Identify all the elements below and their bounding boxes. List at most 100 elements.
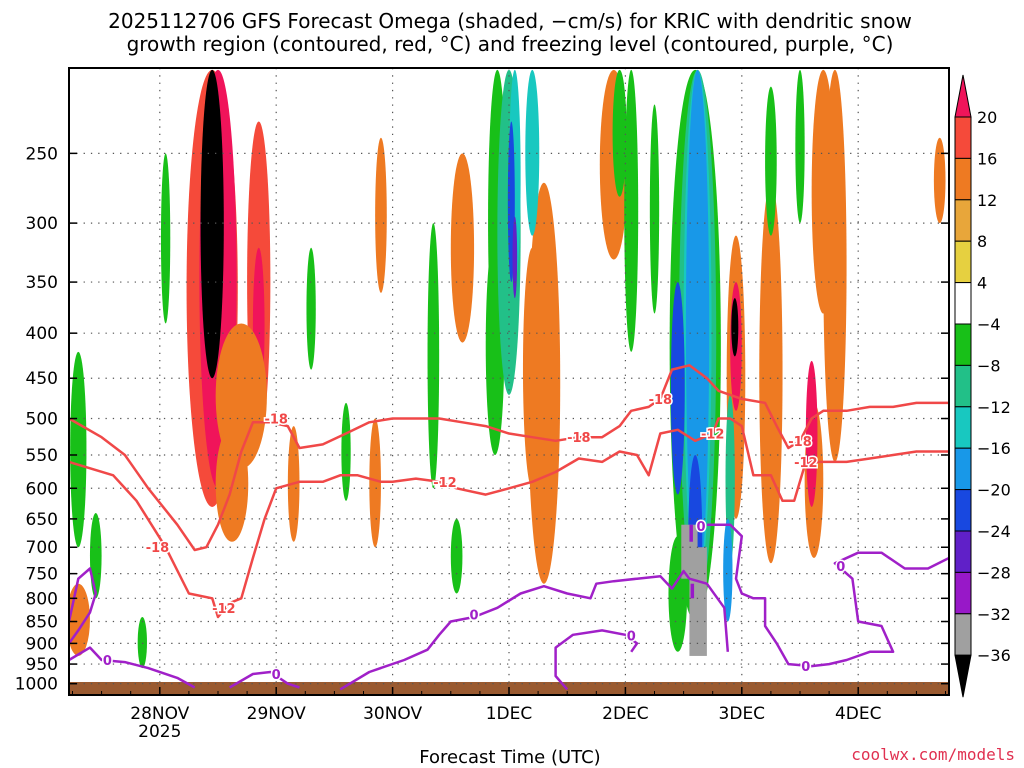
colorbar-label: −28 — [977, 563, 1011, 582]
colorbar-segment — [954, 447, 972, 491]
contour-label: 0 — [836, 560, 845, 575]
y-tick-label: 600 — [26, 479, 58, 499]
y-tick-label: 1000 — [15, 675, 58, 695]
colorbar-bottom-arrow — [954, 654, 972, 698]
omega-shading-24 — [933, 137, 946, 224]
x-tick-label: 30NOV — [363, 704, 422, 724]
omega-shading-28 — [160, 153, 171, 324]
colorbar-label: −24 — [977, 522, 1011, 541]
contour-line — [69, 417, 949, 619]
omega-shading-14 — [731, 298, 739, 357]
y-tick-label: 950 — [26, 655, 58, 675]
contour-line — [69, 567, 98, 645]
colorbar-segment — [954, 323, 972, 366]
omega-shading-19 — [811, 69, 835, 314]
contour-label: 0 — [103, 654, 112, 669]
omega-core-1 — [689, 547, 707, 656]
colorbar-segment — [954, 240, 972, 284]
credit-text: coolwx.com/models — [851, 745, 1015, 764]
contour-label: -18 — [567, 431, 591, 446]
y-tick-label: 300 — [26, 214, 58, 234]
contour-label: -18 — [146, 541, 170, 556]
omega-shading-32 — [450, 518, 463, 594]
omega-shading-47 — [670, 282, 685, 495]
colorbar-segment — [954, 282, 972, 325]
colorbar-label: −4 — [977, 315, 1001, 334]
colorbar-label: −32 — [977, 605, 1011, 624]
y-axis: 2503003504004505005506006507007508008509… — [15, 144, 949, 695]
omega-shading-29 — [306, 247, 316, 370]
colorbar-segment — [954, 406, 972, 449]
contour-line — [554, 629, 639, 691]
contour-line — [228, 670, 300, 689]
contour-label: 0 — [470, 609, 479, 624]
colorbar-segment — [954, 116, 972, 159]
colorbar-segment — [954, 157, 972, 201]
x-tick-label: 4DEC — [835, 704, 882, 724]
y-tick-label: 550 — [26, 446, 58, 466]
colorbar-label: 4 — [977, 274, 987, 293]
contour-label: -12 — [794, 456, 818, 471]
colorbar-label: 16 — [977, 149, 997, 168]
y-tick-label: 800 — [26, 589, 58, 609]
contour-label: 0 — [627, 630, 636, 645]
gridlines — [69, 68, 949, 695]
contour-label: -12 — [701, 428, 725, 443]
y-tick-label: 350 — [26, 273, 58, 293]
omega-shading-30 — [341, 402, 351, 501]
y-tick-label: 400 — [26, 324, 58, 344]
contour-label: -18 — [788, 435, 812, 450]
omega-shading-40 — [612, 69, 627, 197]
colorbar: 20 16 12 8 4 −4 −8 −12 −16 −20 −24 −28 −32 −36 — [954, 74, 1011, 698]
contour-line — [706, 523, 949, 668]
x-tick-label: 29NOV — [247, 704, 306, 724]
omega-shading-21 — [522, 247, 542, 489]
omega-shading-54 — [795, 69, 805, 224]
colorbar-segment — [954, 530, 972, 573]
omega-core-3 — [690, 583, 695, 599]
omega-shading-27 — [137, 616, 147, 669]
y-tick-label: 650 — [26, 510, 58, 530]
omega-shading-53 — [765, 86, 777, 236]
omega-core-2 — [689, 524, 693, 542]
omega-shading-41 — [624, 69, 639, 352]
colorbar-segment — [954, 613, 972, 656]
y-tick-label: 850 — [26, 613, 58, 633]
colorbar-segment — [954, 571, 972, 615]
colorbar-label: −36 — [977, 646, 1011, 665]
omega-shading-39 — [525, 69, 540, 236]
x-tick-label: 28NOV — [130, 704, 189, 724]
omega-shading-38 — [512, 216, 518, 299]
colorbar-label: −16 — [977, 439, 1011, 458]
contour-label: 0 — [272, 668, 281, 683]
y-tick-label: 900 — [26, 634, 58, 654]
y-tick-label: 750 — [26, 565, 58, 585]
contour-label: -12 — [212, 602, 236, 617]
contour-label: 0 — [697, 520, 706, 535]
y-tick-label: 250 — [26, 144, 58, 164]
x-tick-label: 2DEC — [602, 704, 649, 724]
colorbar-label: 20 — [977, 108, 997, 127]
colorbar-label: −20 — [977, 481, 1011, 500]
y-tick-label: 450 — [26, 369, 58, 389]
contour-line — [69, 364, 949, 552]
omega-shading-15 — [759, 182, 783, 564]
x-tick-sublabel: 2025 — [138, 722, 181, 742]
contour-label: -12 — [433, 476, 457, 491]
omega-shading-52 — [723, 518, 733, 622]
chart-title-line1: 2025112706 GFS Forecast Omega (shaded, −… — [108, 9, 912, 33]
chart-title-line2: growth region (contoured, red, °C) and f… — [127, 32, 894, 56]
x-axis-label: Forecast Time (UTC) — [419, 747, 600, 768]
contour-label: 0 — [801, 660, 810, 675]
omega-shading-23 — [375, 137, 387, 293]
contour-label: -18 — [649, 393, 673, 408]
contour-label: -18 — [264, 413, 288, 428]
contours: -18 -18 -18 -18 -18 -12 -12 -12 -12 0 0 0 0 0 0 0 — [69, 364, 949, 691]
colorbar-top-arrow — [954, 74, 972, 118]
omega-shading-26 — [89, 512, 102, 599]
omega-shading-46 — [685, 69, 710, 584]
colorbar-segment — [954, 199, 972, 242]
colorbar-label: 12 — [977, 191, 997, 210]
